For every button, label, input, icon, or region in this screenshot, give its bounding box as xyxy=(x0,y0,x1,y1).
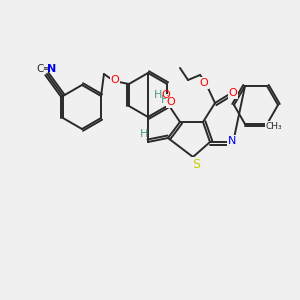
Text: N: N xyxy=(47,64,57,74)
Text: S: S xyxy=(192,158,200,170)
Text: O: O xyxy=(162,90,170,100)
Text: O: O xyxy=(167,97,176,107)
Text: O: O xyxy=(200,78,208,88)
Text: ≡: ≡ xyxy=(42,64,50,74)
Text: H: H xyxy=(154,90,162,100)
Text: O: O xyxy=(229,88,237,98)
Text: H: H xyxy=(161,95,169,105)
Text: N: N xyxy=(228,136,236,146)
Text: C: C xyxy=(36,64,43,74)
Text: O: O xyxy=(111,75,119,85)
Text: CH₃: CH₃ xyxy=(266,122,282,130)
Text: H: H xyxy=(140,129,148,139)
